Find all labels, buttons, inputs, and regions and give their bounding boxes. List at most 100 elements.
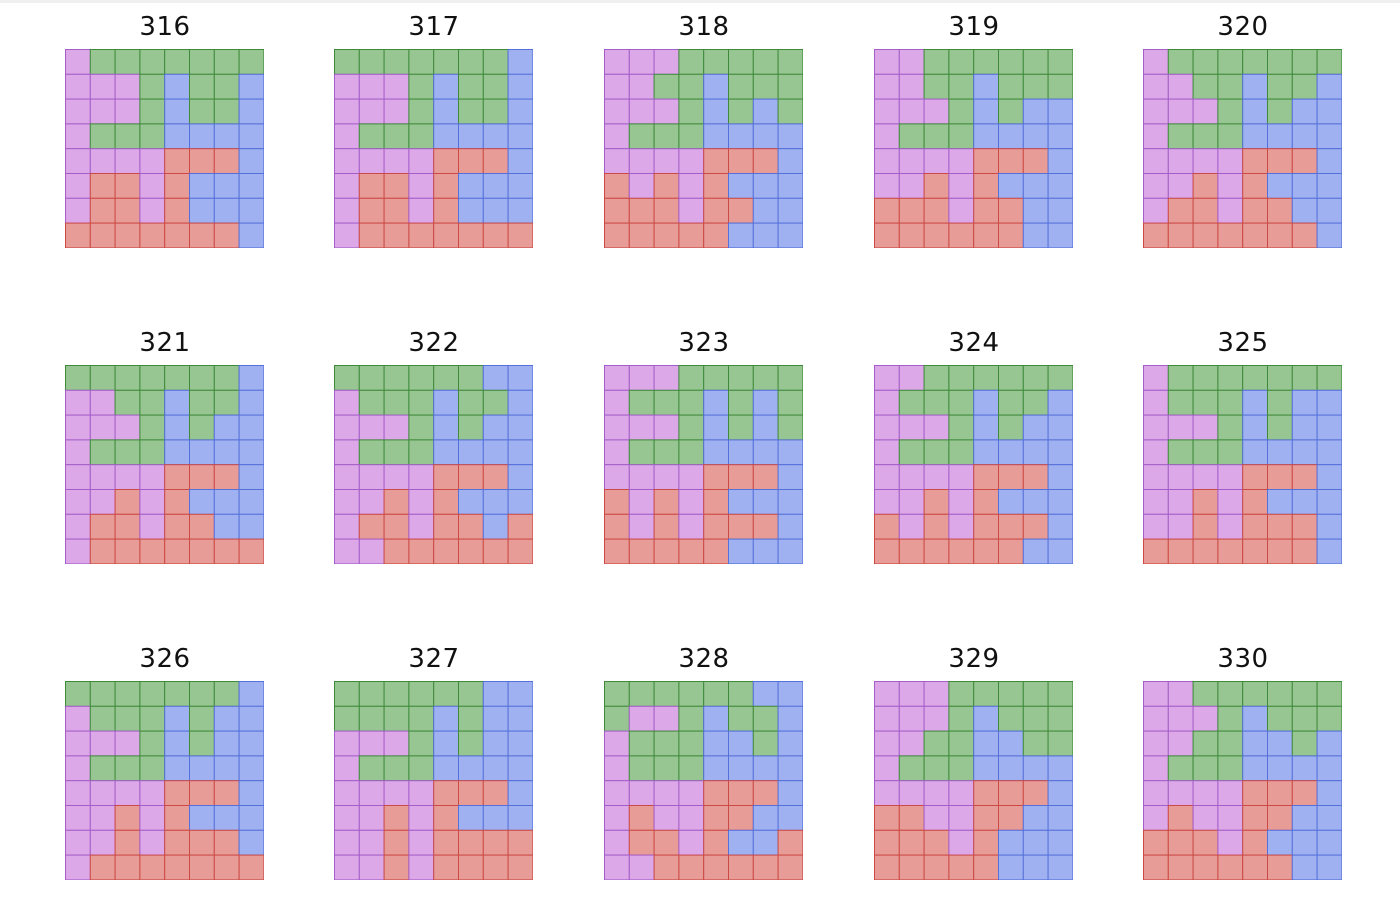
grid-cell — [238, 389, 265, 416]
grid-cell — [164, 538, 190, 565]
grid-cell — [628, 854, 655, 881]
grid-cell — [998, 805, 1024, 831]
grid-cell — [923, 854, 950, 881]
grid-cell — [1192, 780, 1219, 806]
grid-cell — [1316, 829, 1343, 856]
grid-cell — [383, 173, 410, 199]
grid-cell — [114, 49, 141, 75]
grid-cell — [383, 705, 410, 732]
grid-cell — [408, 829, 435, 856]
grid-cell — [1192, 489, 1219, 515]
grid-cell — [1242, 197, 1268, 224]
grid-cell — [898, 854, 925, 881]
grid-cell — [358, 854, 385, 881]
grid-cell — [703, 730, 729, 757]
grid-cell — [433, 705, 459, 732]
grid-cell — [482, 222, 509, 249]
grid-cell — [973, 197, 999, 224]
board-title: 316 — [139, 12, 191, 42]
grid-cell — [728, 389, 754, 416]
grid-cell — [89, 98, 116, 125]
grid-cell — [998, 389, 1024, 416]
grid-cell — [358, 681, 385, 707]
grid-cell — [1291, 173, 1318, 199]
grid-cell — [65, 49, 91, 75]
grid-cell — [139, 389, 166, 416]
board-title: 324 — [948, 328, 1000, 358]
grid-cell — [1217, 805, 1244, 831]
grid-cell — [1192, 705, 1219, 732]
grid-cell — [728, 49, 754, 75]
grid-cell — [678, 489, 705, 515]
grid-cell — [628, 439, 655, 466]
grid-cell — [1217, 173, 1244, 199]
grid-cell — [1316, 705, 1343, 732]
grid-cell — [653, 73, 680, 100]
grid-cell — [482, 414, 509, 441]
grid-cell — [334, 829, 360, 856]
grid-cell — [507, 222, 534, 249]
grid-cell — [458, 389, 484, 416]
grid-cell — [874, 49, 900, 75]
grid-cell — [1316, 197, 1343, 224]
grid-cell — [653, 780, 680, 806]
grid-cell — [998, 49, 1024, 75]
grid-cell — [213, 197, 240, 224]
grid-cell — [1167, 49, 1194, 75]
grid-cell — [89, 197, 116, 224]
grid-cell — [1167, 829, 1194, 856]
grid-cell — [948, 538, 975, 565]
grid-cell — [1192, 98, 1219, 125]
grid-cell — [139, 148, 166, 174]
grid-cell — [628, 705, 655, 732]
grid-cell — [358, 98, 385, 125]
grid-cell — [164, 854, 190, 881]
grid-cell — [678, 464, 705, 490]
grid-cell — [139, 489, 166, 515]
grid-cell — [1047, 123, 1074, 150]
grid-cell — [923, 365, 950, 391]
grid-cell — [998, 222, 1024, 249]
grid-cell — [433, 98, 459, 125]
grid-cell — [1167, 705, 1194, 732]
grid-cell — [703, 389, 729, 416]
grid-cell — [408, 464, 435, 490]
grid-cell — [703, 73, 729, 100]
grid-cell — [1167, 805, 1194, 831]
grid-cell — [752, 123, 779, 150]
grid-cell — [89, 730, 116, 757]
grid-cell — [1242, 365, 1268, 391]
grid-cell — [507, 173, 534, 199]
grid-cell — [1267, 513, 1293, 540]
grid-cell — [383, 414, 410, 441]
grid-cell — [189, 780, 215, 806]
grid-cell — [898, 755, 925, 782]
grid-cell — [238, 730, 265, 757]
grid-cell — [213, 538, 240, 565]
grid-cell — [1022, 173, 1049, 199]
grid-cell — [482, 805, 509, 831]
board-grid — [1143, 681, 1343, 881]
grid-cell — [164, 98, 190, 125]
grid-cell — [1167, 780, 1194, 806]
grid-cell — [777, 755, 804, 782]
grid-cell — [1022, 197, 1049, 224]
grid-cell — [628, 123, 655, 150]
grid-cell — [238, 780, 265, 806]
grid-cell — [213, 49, 240, 75]
grid-cell — [164, 805, 190, 831]
grid-cell — [948, 389, 975, 416]
grid-cell — [114, 365, 141, 391]
grid-cell — [728, 222, 754, 249]
grid-cell — [948, 705, 975, 732]
grid-cell — [383, 365, 410, 391]
grid-cell — [1143, 755, 1169, 782]
grid-cell — [1242, 489, 1268, 515]
grid-cell — [65, 389, 91, 416]
grid-cell — [1143, 173, 1169, 199]
grid-cell — [1167, 197, 1194, 224]
board-title: 320 — [1217, 12, 1269, 42]
grid-cell — [114, 538, 141, 565]
board-title: 323 — [678, 328, 730, 358]
grid-cell — [604, 730, 630, 757]
